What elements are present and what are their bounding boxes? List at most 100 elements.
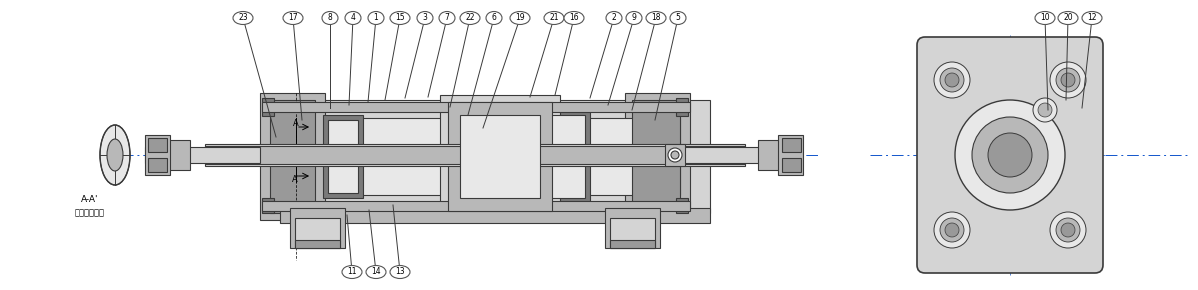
Bar	[758, 140, 783, 170]
Bar	[165, 140, 190, 170]
Text: 22: 22	[465, 14, 474, 23]
Text: A: A	[294, 119, 298, 128]
Ellipse shape	[345, 12, 361, 24]
Ellipse shape	[671, 151, 679, 159]
Bar	[328, 120, 358, 193]
Bar	[460, 115, 540, 198]
Ellipse shape	[564, 12, 583, 24]
Ellipse shape	[627, 12, 642, 24]
Text: 19: 19	[515, 14, 525, 23]
Bar	[270, 100, 315, 213]
Text: 17: 17	[289, 14, 298, 23]
Ellipse shape	[1035, 12, 1055, 24]
Text: 18: 18	[652, 14, 661, 23]
FancyBboxPatch shape	[916, 37, 1103, 273]
Ellipse shape	[668, 148, 682, 162]
Ellipse shape	[670, 12, 686, 24]
Text: 14: 14	[371, 267, 381, 276]
Bar	[262, 198, 274, 213]
Text: 23: 23	[238, 14, 248, 23]
Bar	[665, 144, 685, 166]
Bar	[610, 240, 655, 248]
Text: 7: 7	[444, 14, 449, 23]
Circle shape	[972, 117, 1048, 193]
Bar	[633, 100, 680, 213]
Text: 21: 21	[549, 14, 558, 23]
Circle shape	[945, 73, 960, 87]
Text: 12: 12	[1088, 14, 1096, 23]
Ellipse shape	[606, 12, 622, 24]
Ellipse shape	[107, 139, 123, 171]
Bar	[625, 93, 690, 220]
Circle shape	[1037, 103, 1052, 117]
Ellipse shape	[367, 266, 386, 278]
Circle shape	[1055, 68, 1081, 92]
Circle shape	[1049, 212, 1087, 248]
Text: 3: 3	[423, 14, 428, 23]
Ellipse shape	[283, 12, 303, 24]
Text: 8: 8	[327, 14, 332, 23]
Circle shape	[1061, 223, 1075, 237]
Bar	[440, 95, 559, 218]
Ellipse shape	[544, 12, 564, 24]
Ellipse shape	[391, 12, 410, 24]
Text: 9: 9	[631, 14, 636, 23]
Bar	[676, 98, 688, 116]
Ellipse shape	[438, 12, 455, 24]
Circle shape	[945, 223, 960, 237]
Bar	[782, 138, 801, 152]
Bar	[290, 208, 345, 248]
Circle shape	[1055, 218, 1081, 242]
Circle shape	[940, 68, 964, 92]
Bar	[782, 158, 801, 172]
Text: 20: 20	[1063, 14, 1073, 23]
Circle shape	[1033, 98, 1057, 122]
Ellipse shape	[646, 12, 666, 24]
Ellipse shape	[1082, 12, 1102, 24]
Text: 11: 11	[347, 267, 357, 276]
Text: 6: 6	[491, 14, 496, 23]
Circle shape	[1061, 73, 1075, 87]
Ellipse shape	[391, 266, 410, 278]
Text: 15: 15	[395, 14, 405, 23]
Text: 16: 16	[569, 14, 579, 23]
Bar	[149, 138, 167, 152]
Bar	[605, 208, 660, 248]
Circle shape	[988, 133, 1031, 177]
Text: 4: 4	[351, 14, 356, 23]
Ellipse shape	[368, 12, 385, 24]
Text: A': A'	[292, 175, 300, 184]
Text: 2: 2	[612, 14, 617, 23]
Ellipse shape	[99, 125, 131, 185]
Bar	[280, 208, 710, 223]
Bar	[145, 135, 170, 175]
Bar	[680, 147, 795, 163]
Bar	[325, 118, 680, 195]
Bar	[295, 218, 340, 248]
Ellipse shape	[417, 12, 432, 24]
Ellipse shape	[510, 12, 530, 24]
Circle shape	[955, 100, 1065, 210]
Bar	[550, 115, 585, 198]
Circle shape	[934, 62, 970, 98]
Bar	[205, 146, 745, 164]
Ellipse shape	[322, 12, 338, 24]
Text: 10: 10	[1040, 14, 1049, 23]
Text: A-A': A-A'	[81, 195, 98, 204]
Bar	[262, 98, 274, 116]
Bar	[545, 110, 589, 203]
Ellipse shape	[460, 12, 480, 24]
Bar	[262, 102, 690, 112]
Bar	[145, 147, 260, 163]
Bar	[323, 115, 363, 198]
Bar	[676, 198, 688, 213]
Bar	[149, 158, 167, 172]
Circle shape	[1049, 62, 1087, 98]
Bar	[778, 135, 803, 175]
Ellipse shape	[1058, 12, 1078, 24]
Bar	[448, 102, 552, 211]
Bar	[610, 218, 655, 248]
Bar	[205, 144, 745, 166]
Bar	[262, 201, 690, 211]
Text: 13: 13	[395, 267, 405, 276]
